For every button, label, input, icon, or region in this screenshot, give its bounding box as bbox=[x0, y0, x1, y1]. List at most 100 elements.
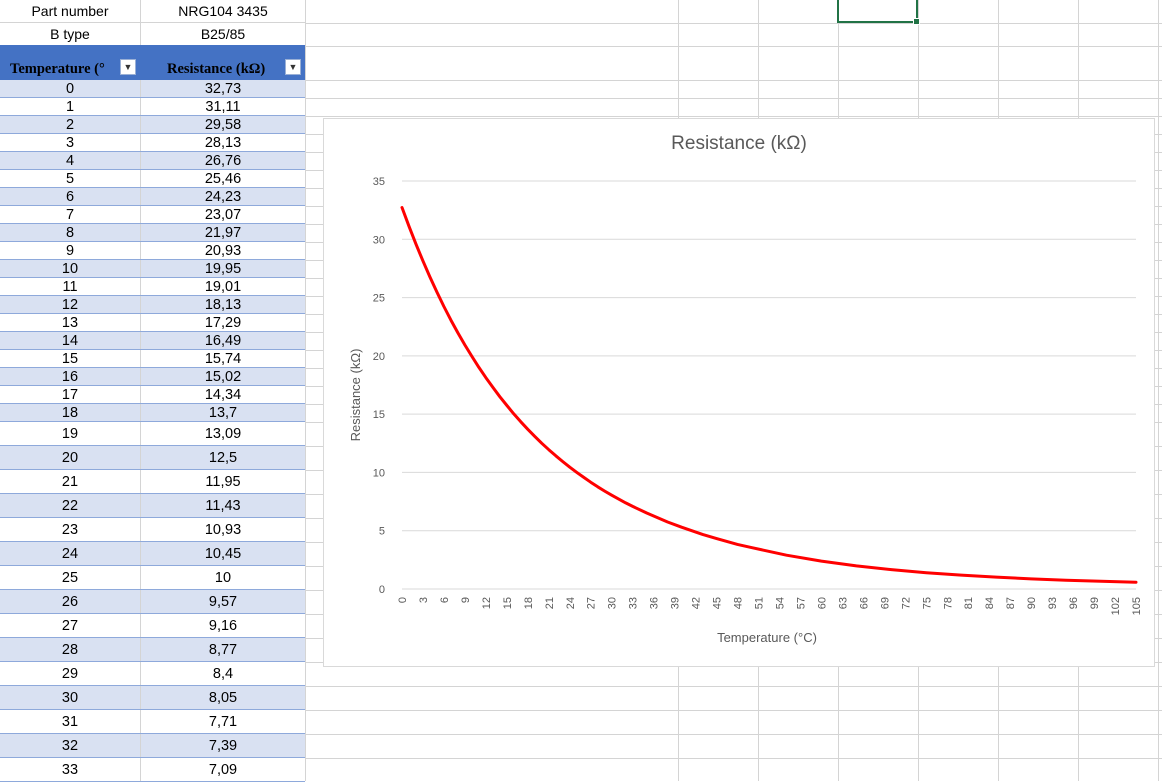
resistance-cell[interactable]: 15,74 bbox=[204, 351, 242, 367]
table-row[interactable]: 14 16,49 bbox=[0, 332, 305, 350]
table-row[interactable]: 20 12,5 bbox=[0, 446, 305, 470]
resistance-cell[interactable]: 25,46 bbox=[204, 171, 242, 187]
temperature-cell[interactable]: 14 bbox=[0, 332, 141, 349]
table-row[interactable]: 22 11,43 bbox=[0, 494, 305, 518]
temperature-cell[interactable]: 28 bbox=[0, 638, 141, 661]
resistance-cell[interactable]: 14,34 bbox=[204, 387, 242, 403]
temperature-cell[interactable]: 2 bbox=[0, 116, 141, 133]
table-row[interactable]: 28 8,77 bbox=[0, 638, 305, 662]
temperature-cell[interactable]: 17 bbox=[0, 386, 141, 403]
temperature-cell[interactable]: 26 bbox=[0, 590, 141, 613]
table-row[interactable]: 19 13,09 bbox=[0, 422, 305, 446]
table-row[interactable]: 27 9,16 bbox=[0, 614, 305, 638]
table-row[interactable]: 7 23,07 bbox=[0, 206, 305, 224]
resistance-cell[interactable]: 7,71 bbox=[208, 714, 238, 730]
temperature-cell[interactable]: 5 bbox=[0, 170, 141, 187]
part-number-label[interactable]: Part number bbox=[0, 0, 141, 22]
resistance-cell[interactable]: 10,45 bbox=[204, 546, 242, 562]
b-type-label[interactable]: B type bbox=[0, 23, 141, 45]
table-row[interactable]: 21 11,95 bbox=[0, 470, 305, 494]
part-number-value[interactable]: NRG104 3435 bbox=[178, 3, 268, 19]
table-row[interactable]: 0 32,73 bbox=[0, 80, 305, 98]
temperature-cell[interactable]: 13 bbox=[0, 314, 141, 331]
header-resistance[interactable]: Resistance (kΩ) bbox=[167, 61, 266, 77]
table-row[interactable]: 23 10,93 bbox=[0, 518, 305, 542]
resistance-cell[interactable]: 15,02 bbox=[204, 369, 242, 385]
temperature-cell[interactable]: 18 bbox=[0, 404, 141, 421]
table-row[interactable]: 13 17,29 bbox=[0, 314, 305, 332]
line-chart[interactable]: Resistance (kΩ) 0 5 10 15 20 25 30 35 0 3 6 9 12 15 1… bbox=[323, 118, 1155, 667]
selected-cell[interactable] bbox=[837, 0, 920, 25]
temperature-cell[interactable]: 24 bbox=[0, 542, 141, 565]
resistance-cell[interactable]: 9,16 bbox=[208, 618, 238, 634]
temperature-cell[interactable]: 11 bbox=[0, 278, 141, 295]
filter-dropdown-icon[interactable]: ▼ bbox=[120, 59, 136, 75]
table-row[interactable]: 5 25,46 bbox=[0, 170, 305, 188]
table-row[interactable]: 30 8,05 bbox=[0, 686, 305, 710]
resistance-cell[interactable]: 31,11 bbox=[205, 99, 241, 115]
temperature-cell[interactable]: 19 bbox=[0, 422, 141, 445]
table-row[interactable]: 26 9,57 bbox=[0, 590, 305, 614]
table-row[interactable]: 12 18,13 bbox=[0, 296, 305, 314]
table-row[interactable]: 11 19,01 bbox=[0, 278, 305, 296]
table-row[interactable]: 3 28,13 bbox=[0, 134, 305, 152]
resistance-cell[interactable]: 8,77 bbox=[208, 642, 238, 658]
table-row[interactable]: 6 24,23 bbox=[0, 188, 305, 206]
table-row[interactable]: 1 31,11 bbox=[0, 98, 305, 116]
table-row[interactable]: 25 10 bbox=[0, 566, 305, 590]
resistance-cell[interactable]: 32,73 bbox=[204, 81, 242, 97]
temperature-cell[interactable]: 9 bbox=[0, 242, 141, 259]
resistance-cell[interactable]: 13,09 bbox=[204, 426, 242, 442]
resistance-cell[interactable]: 23,07 bbox=[204, 207, 242, 223]
table-row[interactable]: 2 29,58 bbox=[0, 116, 305, 134]
temperature-cell[interactable]: 23 bbox=[0, 518, 141, 541]
table-row[interactable]: 9 20,93 bbox=[0, 242, 305, 260]
resistance-cell[interactable]: 24,23 bbox=[204, 189, 242, 205]
temperature-cell[interactable]: 30 bbox=[0, 686, 141, 709]
table-row[interactable]: 33 7,09 bbox=[0, 758, 305, 782]
resistance-cell[interactable]: 18,13 bbox=[204, 297, 242, 313]
table-row[interactable]: 18 13,7 bbox=[0, 404, 305, 422]
resistance-cell[interactable]: 7,39 bbox=[208, 738, 238, 754]
resistance-cell[interactable]: 11,43 bbox=[205, 498, 241, 514]
resistance-cell[interactable]: 20,93 bbox=[204, 243, 242, 259]
temperature-cell[interactable]: 31 bbox=[0, 710, 141, 733]
temperature-cell[interactable]: 22 bbox=[0, 494, 141, 517]
temperature-cell[interactable]: 8 bbox=[0, 224, 141, 241]
temperature-cell[interactable]: 12 bbox=[0, 296, 141, 313]
resistance-cell[interactable]: 10,93 bbox=[204, 522, 242, 538]
temperature-cell[interactable]: 16 bbox=[0, 368, 141, 385]
temperature-cell[interactable]: 15 bbox=[0, 350, 141, 367]
temperature-cell[interactable]: 4 bbox=[0, 152, 141, 169]
resistance-cell[interactable]: 29,58 bbox=[204, 117, 242, 133]
resistance-cell[interactable]: 17,29 bbox=[204, 315, 242, 331]
temperature-cell[interactable]: 27 bbox=[0, 614, 141, 637]
resistance-cell[interactable]: 19,01 bbox=[204, 279, 242, 295]
temperature-cell[interactable]: 25 bbox=[0, 566, 141, 589]
table-row[interactable]: 8 21,97 bbox=[0, 224, 305, 242]
resistance-cell[interactable]: 16,49 bbox=[204, 333, 242, 349]
table-row[interactable]: 10 19,95 bbox=[0, 260, 305, 278]
table-row[interactable]: 15 15,74 bbox=[0, 350, 305, 368]
temperature-cell[interactable]: 1 bbox=[0, 98, 141, 115]
fill-handle[interactable] bbox=[913, 18, 920, 25]
resistance-cell[interactable]: 7,09 bbox=[208, 762, 238, 778]
header-temperature[interactable]: Temperature (° bbox=[10, 61, 105, 77]
temperature-cell[interactable]: 21 bbox=[0, 470, 141, 493]
resistance-cell[interactable]: 28,13 bbox=[204, 135, 242, 151]
resistance-cell[interactable]: 12,5 bbox=[208, 450, 238, 466]
table-row[interactable]: 16 15,02 bbox=[0, 368, 305, 386]
resistance-cell[interactable]: 10 bbox=[214, 570, 232, 586]
temperature-cell[interactable]: 3 bbox=[0, 134, 141, 151]
table-row[interactable]: 4 26,76 bbox=[0, 152, 305, 170]
resistance-cell[interactable]: 8,05 bbox=[208, 690, 238, 706]
table-row[interactable]: 17 14,34 bbox=[0, 386, 305, 404]
temperature-cell[interactable]: 32 bbox=[0, 734, 141, 757]
filter-dropdown-icon[interactable]: ▼ bbox=[285, 59, 301, 75]
temperature-cell[interactable]: 33 bbox=[0, 758, 141, 781]
resistance-cell[interactable]: 8,4 bbox=[212, 666, 234, 682]
temperature-cell[interactable]: 6 bbox=[0, 188, 141, 205]
b-type-value[interactable]: B25/85 bbox=[200, 26, 246, 42]
table-row[interactable]: 31 7,71 bbox=[0, 710, 305, 734]
temperature-cell[interactable]: 7 bbox=[0, 206, 141, 223]
